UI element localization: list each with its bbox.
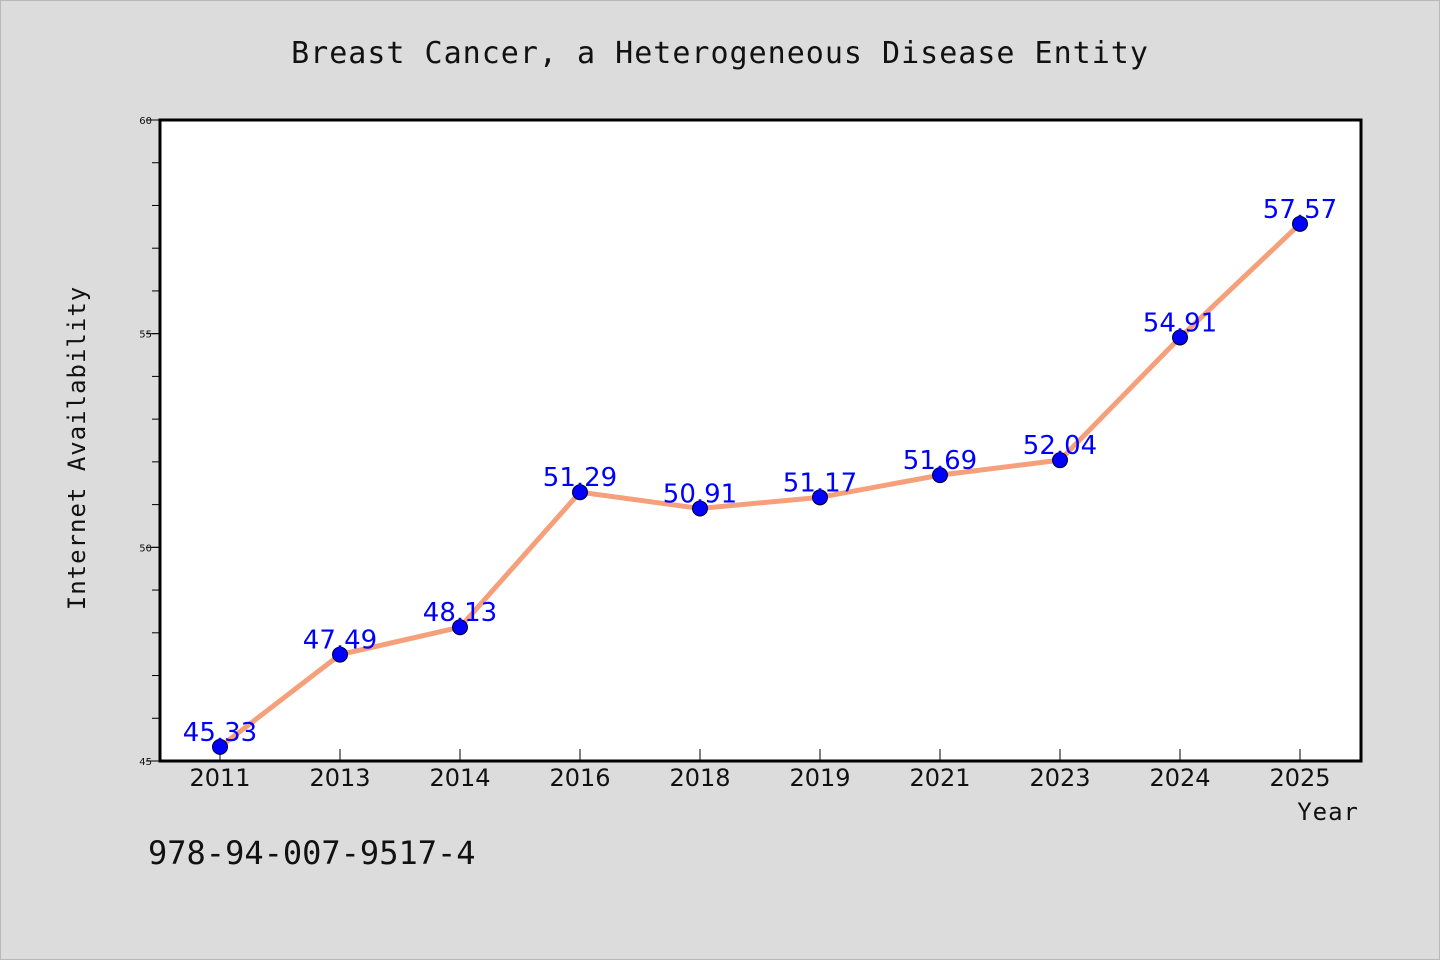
x-axis-ticks: 2011 2013 2014 2016 2018 2019 2021 2023 2024 2025 [189, 749, 1331, 792]
data-label: 52.04 [1023, 431, 1097, 461]
y-tick-label: 45 [139, 757, 152, 768]
data-point [1052, 452, 1068, 469]
data-label: 47.49 [303, 626, 377, 656]
x-tick-label: 2013 [309, 764, 370, 792]
x-tick-label: 2011 [189, 764, 250, 792]
plot-area [158, 118, 1363, 763]
x-tick-label: 2018 [669, 764, 730, 792]
data-point [572, 484, 588, 501]
y-axis-ticks: 45 50 55 60 [139, 116, 160, 768]
data-point [1292, 215, 1308, 232]
series-line-group [217, 221, 1303, 750]
data-point [212, 738, 228, 755]
data-label: 48.13 [423, 598, 497, 628]
data-label: 51.17 [783, 468, 857, 498]
x-tick-label: 2025 [1269, 764, 1330, 792]
data-point [1172, 329, 1188, 346]
data-label: 51.69 [903, 446, 977, 476]
data-point [332, 646, 348, 663]
x-axis-label: Year [1297, 798, 1359, 826]
x-tick-label: 2019 [789, 764, 850, 792]
data-label: 51.29 [543, 463, 617, 493]
data-labels: 45.33 47.49 48.13 51.29 50.91 51.17 51.69 52.04… [183, 195, 1337, 748]
data-point [692, 500, 708, 517]
isbn-footer: 978-94-007-9517-4 [148, 834, 476, 872]
x-tick-label: 2024 [1149, 764, 1210, 792]
data-label: 54.91 [1143, 309, 1217, 339]
data-point [932, 467, 948, 484]
data-label: 57.57 [1263, 195, 1337, 225]
x-tick-label: 2016 [549, 764, 610, 792]
y-tick-label: 50 [139, 543, 152, 554]
data-label: 50.91 [663, 479, 737, 509]
series-line [217, 221, 1303, 750]
x-tick-label: 2021 [909, 764, 970, 792]
series-markers [212, 215, 1308, 755]
y-tick-label: 60 [139, 116, 152, 127]
y-tick-label: 55 [139, 330, 152, 341]
x-tick-label: 2023 [1029, 764, 1090, 792]
data-point [812, 489, 828, 506]
chart-title: Breast Cancer, a Heterogeneous Disease E… [291, 36, 1149, 71]
data-label: 45.33 [183, 718, 257, 748]
y-axis-label: Internet Availability [63, 286, 91, 610]
x-tick-label: 2014 [429, 764, 490, 792]
data-point [452, 619, 468, 636]
